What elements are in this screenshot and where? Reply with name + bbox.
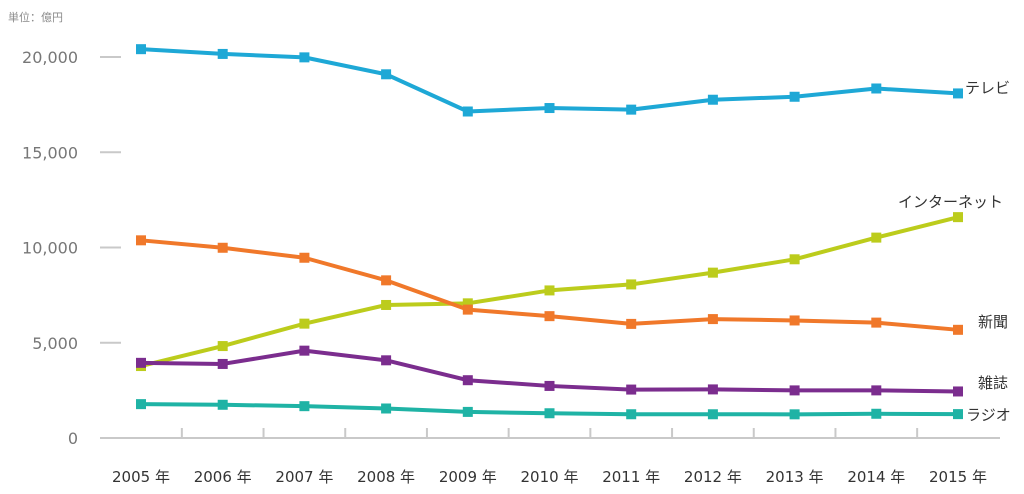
data-point (462, 304, 473, 315)
y-tick-label: 10,000 (22, 239, 78, 258)
x-tick-label: 2013 年 (766, 468, 824, 486)
data-point (789, 385, 800, 396)
data-point (544, 103, 555, 114)
x-tick-label: 2015 年 (929, 468, 987, 486)
series-2 (136, 235, 963, 335)
x-tick-label: 2011 年 (602, 468, 660, 486)
data-point (626, 318, 637, 329)
y-axis: 0 5,000 10,000 15,000 20,000 (22, 48, 121, 448)
series-group (136, 44, 963, 420)
data-point (871, 83, 882, 94)
data-point (953, 88, 963, 99)
data-point (462, 298, 473, 309)
series-label: テレビ (965, 79, 1010, 97)
data-point (544, 311, 555, 322)
y-tick-label: 5,000 (32, 334, 78, 353)
data-point (871, 385, 882, 396)
data-point (626, 409, 637, 420)
data-point (299, 252, 310, 263)
x-tick-label: 2005 年 (112, 468, 170, 486)
data-point (136, 44, 146, 55)
x-tick-label: 2010 年 (521, 468, 579, 486)
data-point (462, 375, 473, 386)
data-point (626, 279, 637, 290)
y-tick-label: 0 (68, 429, 78, 448)
series-1 (136, 212, 963, 372)
data-point (707, 267, 718, 278)
series-0 (136, 44, 963, 117)
data-point (953, 409, 963, 420)
data-point (381, 275, 392, 286)
data-point (871, 317, 882, 328)
data-point (299, 345, 310, 356)
x-tick-label: 2007 年 (275, 468, 333, 486)
data-point (136, 235, 146, 246)
x-tick-label: 2014 年 (847, 468, 905, 486)
data-point (217, 48, 228, 59)
series-3 (136, 345, 963, 397)
series-label: 雑誌 (978, 374, 1008, 392)
x-tick-label: 2006 年 (194, 468, 252, 486)
data-point (462, 406, 473, 417)
data-point (544, 380, 555, 391)
data-point (953, 386, 963, 397)
data-point (462, 106, 473, 117)
data-point (953, 212, 963, 223)
data-point (381, 403, 392, 414)
data-point (707, 409, 718, 420)
data-point (217, 358, 228, 369)
data-point (381, 299, 392, 310)
data-point (217, 341, 228, 352)
data-point (871, 232, 882, 243)
data-point (299, 401, 310, 412)
data-point (544, 285, 555, 296)
series-line (140, 47, 959, 114)
unit-label: 単位：億円 (8, 10, 63, 24)
series-label: インターネット (898, 193, 1003, 211)
data-point (217, 242, 228, 253)
data-point (953, 324, 963, 335)
data-point (707, 384, 718, 395)
data-point (217, 399, 228, 410)
data-point (626, 384, 637, 395)
x-tick-label: 2012 年 (684, 468, 742, 486)
x-axis: 2005 年 2006 年 2007 年 2008 年 2009 年 2010 年 2011… (100, 428, 1000, 486)
series-label: ラジオ (966, 406, 1011, 424)
data-point (544, 408, 555, 419)
data-point (136, 357, 146, 368)
series-label: 新聞 (978, 313, 1008, 331)
data-point (707, 94, 718, 105)
y-tick-label: 20,000 (22, 48, 78, 67)
y-tick-label: 15,000 (22, 143, 78, 162)
data-point (299, 52, 310, 63)
data-point (789, 91, 800, 102)
x-tick-label: 2008 年 (357, 468, 415, 486)
data-point (626, 104, 637, 115)
data-point (381, 69, 392, 80)
x-tick-label: 2009 年 (439, 468, 497, 486)
data-point (299, 318, 310, 329)
data-point (707, 314, 718, 325)
data-point (789, 254, 800, 265)
data-point (136, 399, 146, 410)
data-point (871, 408, 882, 419)
data-point (789, 409, 800, 420)
data-point (789, 315, 800, 326)
series-4 (136, 399, 963, 420)
data-point (381, 355, 392, 366)
